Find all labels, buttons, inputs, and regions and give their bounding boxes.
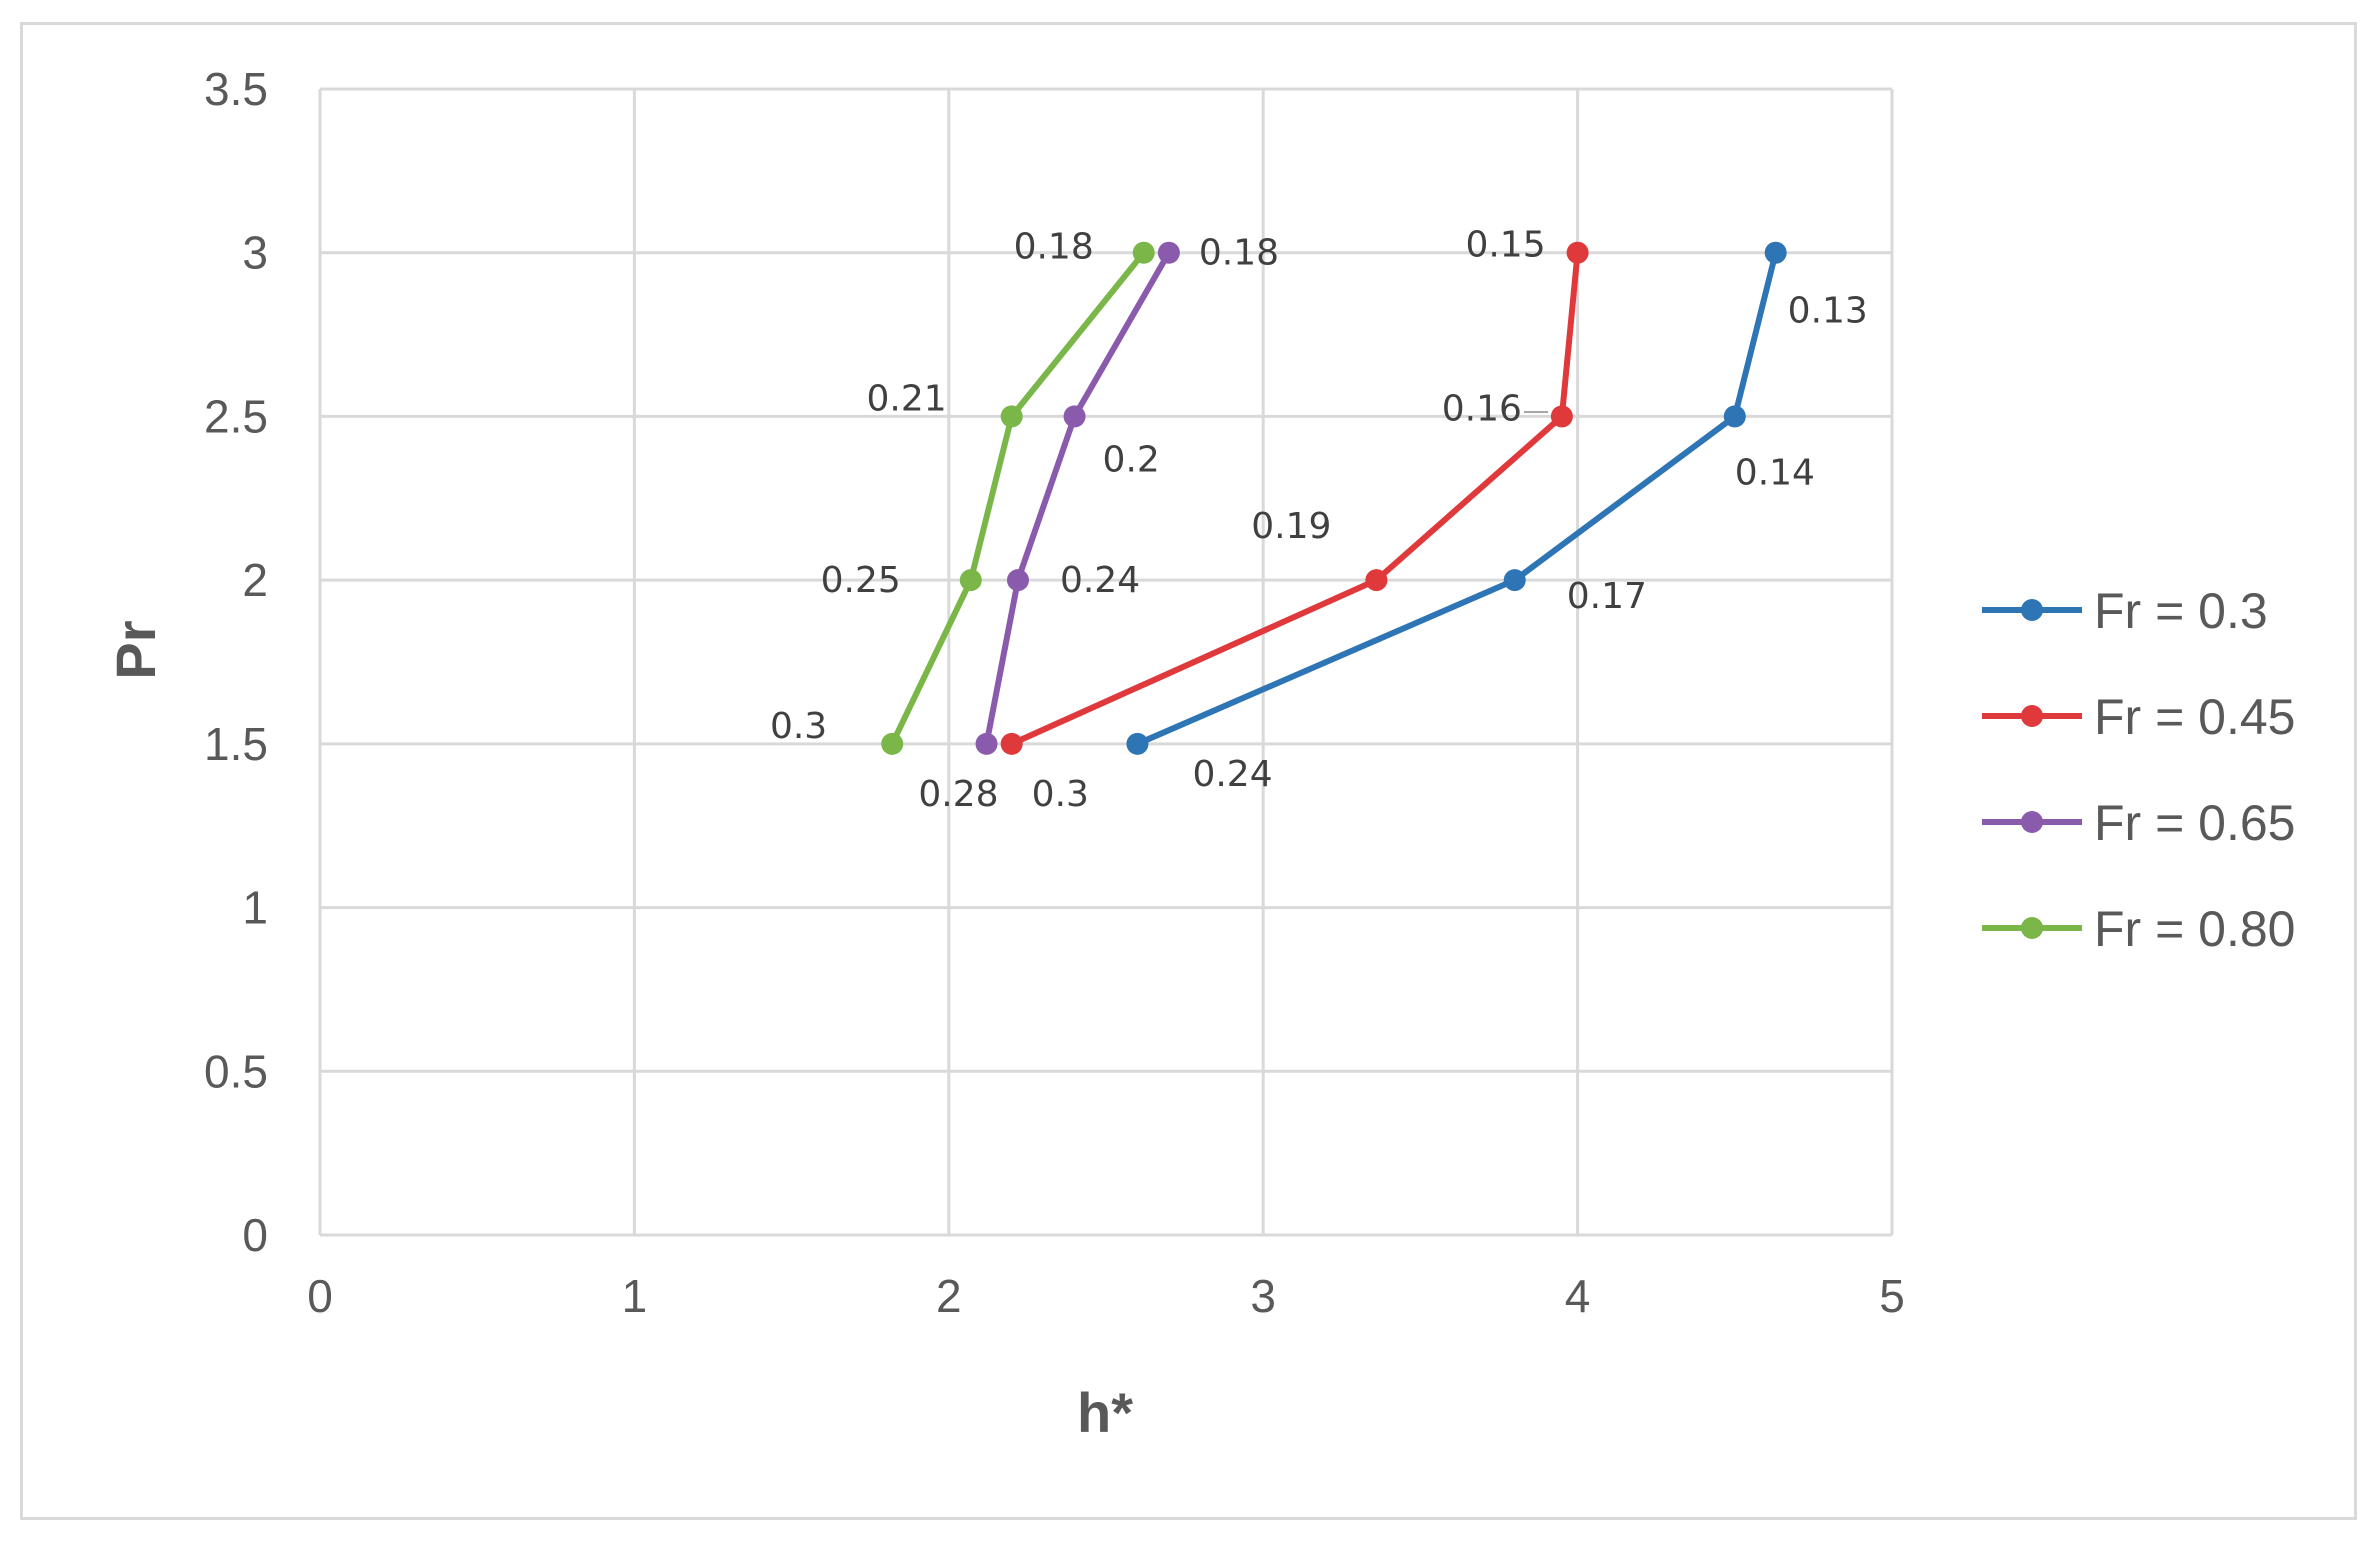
data-point (959, 569, 982, 592)
data-label: 0.3 (770, 706, 827, 747)
data-point (1723, 405, 1746, 428)
x-tick-label: 2 (936, 1270, 962, 1322)
data-point (1157, 241, 1180, 264)
data-point (881, 732, 904, 755)
axes: 0 0.5 1 1.5 2 2.5 3 3.5 0 1 2 3 4 5 (204, 63, 1905, 1322)
data-point (1063, 405, 1086, 428)
data-label: 0.17 (1567, 576, 1647, 617)
y-tick-label: 0.5 (204, 1045, 268, 1097)
data-label: 0.15 (1465, 225, 1545, 266)
y-tick-label: 3.5 (204, 63, 268, 115)
series (881, 241, 1787, 755)
x-tick-label: 5 (1879, 1270, 1905, 1322)
data-point (1000, 732, 1023, 755)
data-point (1566, 241, 1589, 264)
data-label: 0.13 (1788, 291, 1868, 332)
data-label: 0.2 (1103, 439, 1160, 480)
data-label: 0.25 (821, 560, 901, 601)
legend-label: Fr = 0.65 (2094, 795, 2296, 851)
data-label: 0.24 (1060, 560, 1140, 601)
data-label: 0.28 (918, 774, 998, 815)
x-tick-label: 4 (1565, 1270, 1591, 1322)
x-tick-label: 1 (622, 1270, 648, 1322)
x-axis-title: h* (1077, 1381, 1133, 1444)
y-axis-title: Pr (104, 620, 167, 679)
series-line (1136, 251, 1779, 747)
legend-swatch-marker (2021, 811, 2043, 833)
x-tick-label: 3 (1250, 1270, 1276, 1322)
y-tick-label: 1 (242, 882, 268, 934)
y-tick-label: 2.5 (204, 390, 268, 442)
data-label: 0.3 (1032, 774, 1089, 815)
legend-label: Fr = 0.45 (2094, 689, 2296, 745)
legend-label: Fr = 0.80 (2094, 901, 2296, 957)
data-label: 0.19 (1251, 506, 1331, 547)
data-point (1764, 241, 1787, 264)
data-point (1000, 405, 1023, 428)
grid (318, 87, 1894, 1237)
y-tick-label: 2 (242, 554, 268, 606)
data-label: 0.14 (1735, 452, 1815, 493)
data-point (1132, 241, 1155, 264)
data-point (1006, 569, 1029, 592)
data-label: 0.18 (1199, 233, 1279, 274)
y-tick-label: 0 (242, 1209, 268, 1261)
data-point (1365, 569, 1388, 592)
data-label: 0.21 (867, 378, 947, 419)
x-tick-label: 0 (307, 1270, 333, 1322)
legend-swatch-marker (2021, 705, 2043, 727)
chart-frame (20, 22, 2357, 1520)
data-label: 0.18 (1014, 227, 1094, 268)
y-tick-label: 1.5 (204, 718, 268, 770)
series-line (889, 250, 1147, 746)
legend-swatch-marker (2021, 917, 2043, 939)
data-point (1503, 569, 1526, 592)
data-label: 0.16 (1442, 388, 1522, 429)
data-point (1550, 405, 1573, 428)
series-line (1010, 252, 1581, 747)
y-tick-label: 3 (242, 227, 268, 279)
data-point (1126, 732, 1149, 755)
data-label: 0.24 (1192, 754, 1272, 795)
series-line (983, 251, 1172, 745)
legend-label: Fr = 0.3 (2094, 583, 2268, 639)
data-labels: 0.24 0.17 0.14 0.13 0.3 0.19 0.16 0.15 0.28 0.24 0… (770, 225, 1868, 815)
data-point (975, 732, 998, 755)
legend-swatch-marker (2021, 599, 2043, 621)
legend: Fr = 0.3 Fr = 0.45 Fr = 0.65 Fr = 0.80 (1982, 583, 2296, 957)
